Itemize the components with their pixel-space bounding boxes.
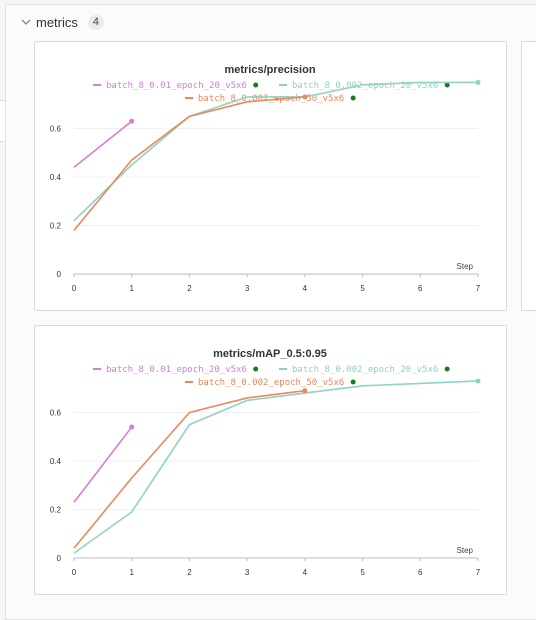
legend-label: batch_8_0.002_epoch_50_v5x6 [198, 378, 344, 388]
series-end-point[interactable] [475, 79, 481, 85]
series-line[interactable] [73, 426, 133, 503]
legend-item[interactable]: batch_8_0.01_epoch_20_v5x6 [93, 81, 259, 91]
chart-title: metrics/mAP_0.5:0.95 [213, 348, 327, 360]
legend-status-dot [253, 82, 259, 88]
y-tick-label: 0 [57, 554, 62, 563]
legend-label: batch_8_0.002_epoch_20_v5x6 [292, 81, 438, 91]
legend-status-dot [444, 366, 450, 372]
y-tick-label: 0 [57, 270, 62, 279]
legend-label: batch_8_0.01_epoch_20_v5x6 [106, 81, 247, 91]
x-tick-label: 6 [418, 568, 423, 577]
x-tick-label: 0 [72, 284, 77, 293]
x-tick-label: 4 [303, 284, 308, 293]
x-axis-label: Step [457, 262, 474, 271]
y-tick-label: 0.4 [50, 457, 62, 466]
x-tick-label: 6 [418, 284, 423, 293]
chart-card-partial[interactable] [521, 41, 536, 311]
series-end-point[interactable] [475, 378, 481, 384]
series-line[interactable] [73, 120, 133, 168]
x-tick-label: 2 [187, 568, 192, 577]
legend-item[interactable]: batch_8_0.002_epoch_50_v5x6 [185, 378, 356, 388]
series-line[interactable] [73, 380, 479, 554]
section-title: metrics [36, 14, 78, 30]
chart-title: metrics/precision [224, 64, 315, 76]
y-tick-label: 0.4 [50, 173, 62, 182]
legend-label: batch_8_0.01_epoch_20_v5x6 [106, 365, 247, 375]
y-tick-label: 0.6 [50, 409, 62, 418]
chart-card-map[interactable]: metrics/mAP_0.5:0.95 batch_8_0.01_epoch_2… [34, 325, 507, 595]
legend-item[interactable]: batch_8_0.01_epoch_20_v5x6 [93, 365, 259, 375]
x-tick-label: 1 [129, 568, 134, 577]
x-tick-label: 7 [476, 284, 481, 293]
legend-item[interactable]: batch_8_0.002_epoch_20_v5x6 [279, 365, 450, 375]
legend-status-dot [253, 366, 259, 372]
x-tick-label: 3 [245, 568, 250, 577]
map-chart-svg: metrics/mAP_0.5:0.95 batch_8_0.01_epoch_2… [50, 348, 481, 577]
x-tick-label: 1 [129, 284, 134, 293]
series-end-point[interactable] [302, 94, 308, 100]
x-tick-label: 5 [360, 568, 365, 577]
series-end-point[interactable] [129, 424, 135, 430]
x-tick-label: 5 [360, 284, 365, 293]
precision-chart-svg: metrics/precision batch_8_0.01_epoch_20_v… [50, 64, 481, 293]
series-line[interactable] [73, 81, 478, 222]
x-tick-label: 3 [245, 284, 250, 293]
left-panel-edge [0, 100, 5, 142]
x-tick-label: 4 [303, 568, 308, 577]
series-line[interactable] [73, 96, 305, 231]
legend-item[interactable]: batch_8_0.002_epoch_20_v5x6 [279, 81, 450, 91]
y-tick-label: 0.6 [50, 125, 62, 134]
chevron-down-icon[interactable] [20, 16, 32, 28]
series-end-point[interactable] [302, 388, 308, 394]
legend-status-dot [444, 82, 450, 88]
legend-label: batch_8_0.002_epoch_50_v5x6 [198, 94, 344, 104]
metric-count-badge: 4 [87, 14, 105, 30]
x-axis-label: Step [457, 546, 474, 555]
legend-status-dot [350, 95, 356, 101]
y-tick-label: 0.2 [50, 506, 62, 515]
series-line[interactable] [73, 389, 305, 549]
legend-item[interactable]: batch_8_0.002_epoch_50_v5x6 [185, 94, 356, 104]
x-tick-label: 0 [72, 568, 77, 577]
chart-card-precision[interactable]: metrics/precision batch_8_0.01_epoch_20_v… [34, 41, 507, 311]
series-end-point[interactable] [129, 118, 135, 124]
legend-status-dot [350, 379, 356, 385]
section-header[interactable]: metrics 4 [20, 14, 105, 30]
y-tick-label: 0.2 [50, 222, 62, 231]
x-tick-label: 2 [187, 284, 192, 293]
legend-label: batch_8_0.002_epoch_20_v5x6 [292, 365, 438, 375]
x-tick-label: 7 [476, 568, 481, 577]
